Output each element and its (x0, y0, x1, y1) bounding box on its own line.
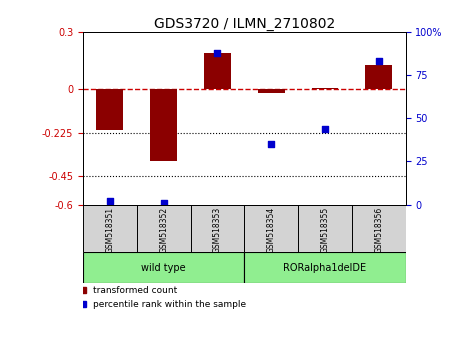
Point (214, 50, 221, 56)
Bar (298, 205, 352, 252)
Bar (204, 53, 231, 90)
Bar (83, 205, 137, 252)
Text: percentile rank within the sample: percentile rank within the sample (93, 300, 246, 309)
Point (375, 58, 383, 64)
Point (267, 141, 275, 147)
Bar (365, 64, 392, 90)
Bar (244, 252, 406, 282)
Point (321, 126, 329, 131)
Text: GSM518352: GSM518352 (159, 207, 168, 253)
Text: GSM518354: GSM518354 (267, 207, 276, 253)
Text: GSM518353: GSM518353 (213, 207, 222, 253)
Text: GSM518351: GSM518351 (106, 207, 114, 253)
Title: GDS3720 / ILMN_2710802: GDS3720 / ILMN_2710802 (154, 17, 335, 31)
Bar (96, 90, 123, 130)
Text: wild type: wild type (142, 263, 186, 273)
Bar (258, 90, 284, 93)
Text: RORalpha1delDE: RORalpha1delDE (284, 263, 366, 273)
Text: GSM518355: GSM518355 (320, 207, 330, 253)
Bar (352, 205, 406, 252)
Bar (244, 205, 298, 252)
Bar (150, 90, 177, 160)
Bar (83, 252, 244, 282)
Point (160, 200, 167, 206)
Bar (137, 205, 190, 252)
Text: transformed count: transformed count (93, 286, 177, 295)
Bar (312, 87, 338, 90)
Bar (190, 205, 244, 252)
Text: GSM518356: GSM518356 (374, 207, 383, 253)
Point (106, 198, 113, 204)
